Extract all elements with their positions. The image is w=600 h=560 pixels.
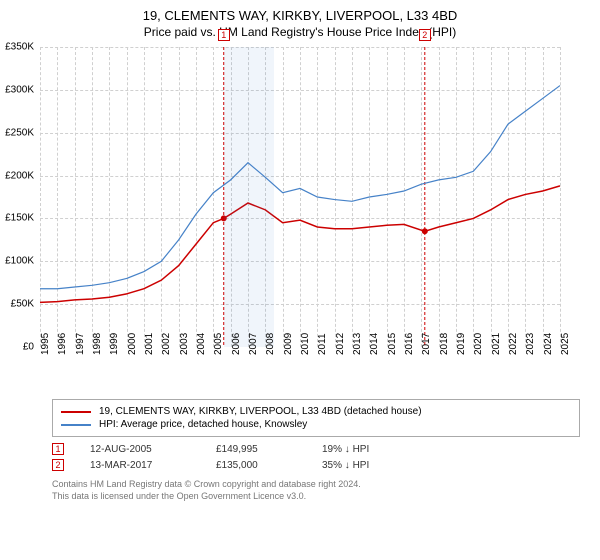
- x-tick-label: 2022: [508, 333, 519, 355]
- line-chart-svg: [40, 47, 560, 347]
- event-price: £149,995: [216, 444, 296, 455]
- x-tick-label: 1999: [109, 333, 120, 355]
- x-tick-label: 2009: [283, 333, 294, 355]
- event-marker: 2: [52, 459, 64, 471]
- x-tick-label: 2013: [352, 333, 363, 355]
- x-tick-label: 2003: [179, 333, 190, 355]
- y-tick-label: £250K: [5, 127, 34, 138]
- event-date: 13-MAR-2017: [90, 460, 190, 471]
- x-tick-label: 2025: [560, 333, 571, 355]
- x-axis: 1995199619971998199920002001200220032004…: [40, 347, 560, 395]
- series-line: [40, 186, 560, 303]
- x-tick-label: 2018: [439, 333, 450, 355]
- x-tick-label: 2019: [456, 333, 467, 355]
- plot-area: 12: [40, 47, 560, 347]
- event-row: 1 12-AUG-2005 £149,995 19% ↓ HPI: [52, 443, 580, 455]
- event-row: 2 13-MAR-2017 £135,000 35% ↓ HPI: [52, 459, 580, 471]
- header: 19, CLEMENTS WAY, KIRKBY, LIVERPOOL, L33…: [0, 0, 600, 47]
- legend: 19, CLEMENTS WAY, KIRKBY, LIVERPOOL, L33…: [52, 399, 580, 437]
- series-line: [40, 86, 560, 289]
- x-tick-label: 2023: [525, 333, 536, 355]
- y-tick-label: £0: [23, 342, 34, 353]
- x-tick-label: 2000: [127, 333, 138, 355]
- y-tick-label: £150K: [5, 213, 34, 224]
- footer-line2: This data is licensed under the Open Gov…: [52, 491, 580, 503]
- x-tick-label: 2012: [335, 333, 346, 355]
- chart: £0£50K£100K£150K£200K£250K£300K£350K 12 …: [40, 47, 600, 395]
- x-tick-label: 2010: [300, 333, 311, 355]
- event-list: 1 12-AUG-2005 £149,995 19% ↓ HPI 2 13-MAR-201…: [52, 443, 580, 471]
- x-tick-label: 2020: [473, 333, 484, 355]
- x-tick-label: 2014: [369, 333, 380, 355]
- marker-label: 1: [218, 29, 230, 41]
- marker-label: 2: [419, 29, 431, 41]
- x-tick-label: 2007: [248, 333, 259, 355]
- footer-line1: Contains HM Land Registry data © Crown c…: [52, 479, 580, 491]
- x-tick-label: 1997: [75, 333, 86, 355]
- x-tick-label: 2015: [387, 333, 398, 355]
- legend-swatch: [61, 411, 91, 413]
- y-axis: £0£50K£100K£150K£200K£250K£300K£350K: [0, 47, 40, 347]
- y-tick-label: £50K: [11, 299, 34, 310]
- footer: Contains HM Land Registry data © Crown c…: [52, 479, 580, 502]
- event-delta: 35% ↓ HPI: [322, 460, 369, 471]
- event-delta: 19% ↓ HPI: [322, 444, 369, 455]
- x-tick-label: 2024: [543, 333, 554, 355]
- y-tick-label: £350K: [5, 42, 34, 53]
- x-tick-label: 2006: [231, 333, 242, 355]
- x-tick-label: 2001: [144, 333, 155, 355]
- legend-item: HPI: Average price, detached house, Know…: [61, 419, 571, 430]
- x-gridline: [560, 47, 561, 347]
- x-tick-label: 2011: [317, 333, 328, 355]
- event-date: 12-AUG-2005: [90, 444, 190, 455]
- x-tick-label: 2004: [196, 333, 207, 355]
- y-tick-label: £100K: [5, 256, 34, 267]
- x-tick-label: 2005: [213, 333, 224, 355]
- y-tick-label: £200K: [5, 170, 34, 181]
- y-tick-label: £300K: [5, 84, 34, 95]
- marker-dot: [422, 228, 428, 234]
- x-tick-label: 1998: [92, 333, 103, 355]
- x-tick-label: 2008: [265, 333, 276, 355]
- x-tick-label: 2021: [491, 333, 502, 355]
- legend-swatch: [61, 424, 91, 426]
- legend-label: 19, CLEMENTS WAY, KIRKBY, LIVERPOOL, L33…: [99, 406, 422, 417]
- title: 19, CLEMENTS WAY, KIRKBY, LIVERPOOL, L33…: [0, 8, 600, 23]
- subtitle: Price paid vs. HM Land Registry's House …: [0, 25, 600, 39]
- x-tick-label: 1996: [57, 333, 68, 355]
- x-tick-label: 1995: [40, 333, 51, 355]
- x-tick-label: 2002: [161, 333, 172, 355]
- event-marker: 1: [52, 443, 64, 455]
- x-tick-label: 2016: [404, 333, 415, 355]
- shade-band: [224, 47, 274, 347]
- x-tick-label: 2017: [421, 333, 432, 355]
- legend-label: HPI: Average price, detached house, Know…: [99, 419, 307, 430]
- event-price: £135,000: [216, 460, 296, 471]
- legend-item: 19, CLEMENTS WAY, KIRKBY, LIVERPOOL, L33…: [61, 406, 571, 417]
